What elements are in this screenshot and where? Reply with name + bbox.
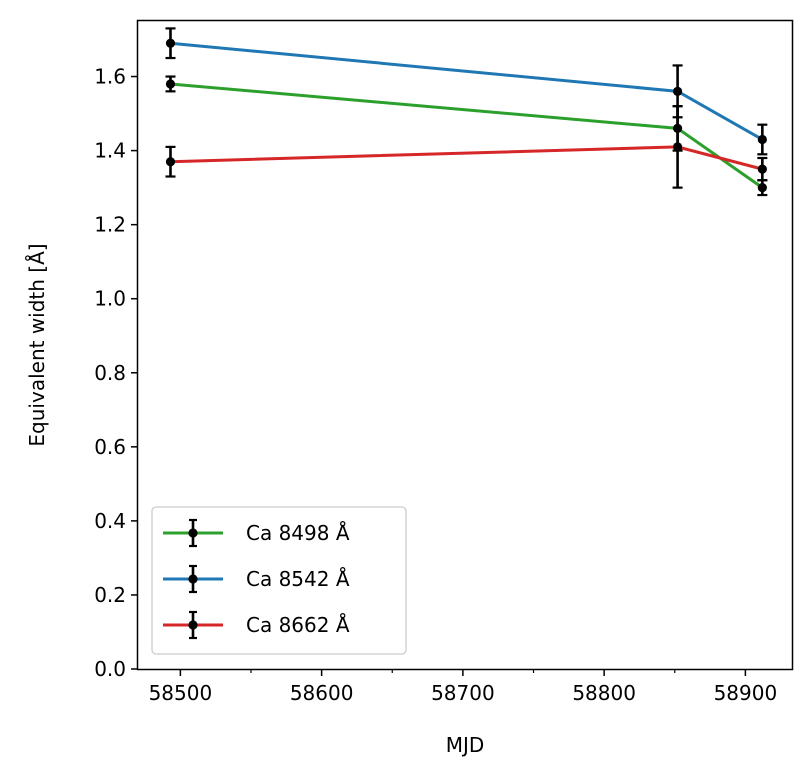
legend-marker [188, 528, 198, 538]
y-tick-label: 1.2 [94, 213, 126, 237]
data-point [165, 38, 176, 48]
legend-marker [188, 620, 198, 630]
y-tick-label: 0.8 [94, 361, 126, 385]
legend-entry: Ca 8498 Å [163, 518, 350, 548]
data-point [757, 164, 767, 174]
legend-entry: Ca 8542 Å [163, 564, 350, 594]
data-point [757, 134, 767, 145]
x-tick-label: 58800 [572, 681, 636, 705]
y-tick-label: 1.0 [94, 287, 126, 311]
legend-marker [188, 574, 198, 584]
data-point [165, 157, 176, 167]
x-axis-label: MJD [446, 733, 485, 757]
series-line [170, 82, 764, 189]
legend-label: Ca 8542 Å [246, 567, 350, 591]
y-tick-label: 0.4 [94, 509, 126, 533]
x-axis-ticks: 58500 58600 58700 58800 58900 [149, 669, 778, 705]
x-tick-label: 58900 [714, 681, 778, 705]
legend: Ca 8498 Å Ca 8542 Å Ca 8662 Å [151, 506, 407, 655]
data-point [672, 142, 683, 152]
y-tick-label: 1.6 [94, 65, 126, 89]
data-point [165, 79, 176, 89]
y-tick-label: 1.4 [94, 139, 126, 163]
x-tick-label: 58600 [290, 681, 354, 705]
legend-label: Ca 8662 Å [246, 613, 350, 637]
y-tick-label: 0.0 [94, 657, 126, 681]
data-point [672, 123, 683, 133]
y-axis-label: Equivalent width [Å] [25, 243, 49, 446]
data-point [672, 86, 683, 96]
legend-entry: Ca 8662 Å [163, 610, 350, 640]
x-tick-label: 58700 [431, 681, 495, 705]
y-tick-label: 0.2 [94, 583, 126, 607]
x-tick-label: 58500 [149, 681, 213, 705]
y-tick-label: 0.6 [94, 435, 126, 459]
data-point [757, 183, 767, 193]
plot-area-frame [136, 19, 794, 671]
legend-box [151, 506, 407, 655]
series-layer [165, 27, 768, 197]
legend-label: Ca 8498 Å [246, 521, 350, 545]
y-axis-ticks: 0.0 0.2 0.4 0.6 0.8 1.0 1.2 1.4 1.6 [94, 65, 138, 681]
